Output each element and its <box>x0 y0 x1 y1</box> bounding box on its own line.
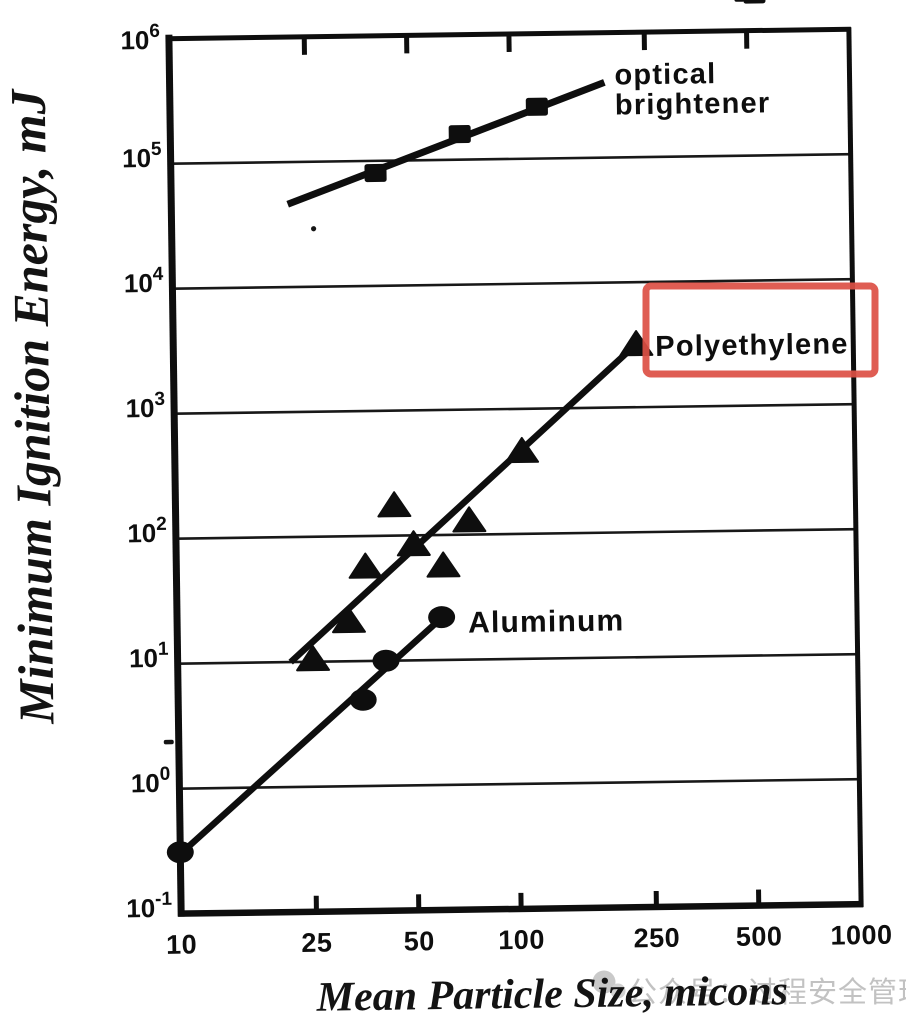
y-tick-label: 10-1 <box>126 889 173 924</box>
y-tick-label: 104 <box>124 264 164 299</box>
watermark: 公众号：过程安全管理 <box>592 970 906 1009</box>
plot-right-border <box>846 27 864 908</box>
axis-ticks <box>301 31 762 911</box>
y-axis-line <box>165 34 185 917</box>
plot-top-border <box>165 26 851 42</box>
cropped-text-remnant <box>734 0 745 2</box>
cropped-text-remnant <box>743 0 766 4</box>
y-tick-label: 105 <box>122 139 162 174</box>
series-label-optical-brightener: brightener <box>615 87 771 121</box>
y-tick-label: 106 <box>120 21 160 56</box>
x-tick-labels: 10 25 50 100 250 500 1000 <box>166 920 893 960</box>
y-axis-title: Minimum Ignition Energy, mJ <box>0 87 65 725</box>
series-polyethylene <box>288 330 654 672</box>
x-tick-label: 500 <box>736 921 783 952</box>
x-axis-title: Mean Particle Size, micons <box>315 968 788 1021</box>
triangle-marker <box>296 645 331 672</box>
watermark-text: 公众号：过程安全管理 <box>628 975 906 1009</box>
scan-artifacts <box>163 0 766 745</box>
triangle-marker <box>452 506 487 533</box>
gridline <box>179 777 860 790</box>
y-tick-labels: 106 105 104 103 102 101 100 10-1 <box>120 21 173 924</box>
trend-line-optical-brightener <box>286 79 606 208</box>
circle-marker <box>372 649 400 672</box>
scan-speck <box>163 739 174 745</box>
triangle-marker <box>377 491 412 518</box>
gridline <box>172 277 853 290</box>
triangle-marker <box>505 436 540 464</box>
triangle-marker <box>426 551 461 578</box>
polyethylene-highlight-box <box>642 282 879 378</box>
gridline <box>177 652 858 665</box>
square-marker <box>448 125 471 144</box>
triangle-marker <box>348 552 383 579</box>
circle-marker <box>349 688 377 711</box>
y-tick-label: 101 <box>129 639 169 674</box>
x-tick-label: 25 <box>301 928 332 958</box>
square-marker <box>525 97 548 116</box>
y-tick-label: 103 <box>125 389 165 424</box>
square-marker <box>364 163 387 183</box>
data-series <box>166 79 654 864</box>
scan-speck <box>311 226 317 232</box>
x-tick-label: 250 <box>633 923 680 954</box>
series-label-aluminum: Aluminum <box>468 604 625 639</box>
x-tick-label: 100 <box>498 925 545 956</box>
x-tick-label: 10 <box>166 929 197 959</box>
series-optical-brightener <box>286 79 606 208</box>
gridline <box>170 152 851 166</box>
x-tick-label: 1000 <box>830 920 892 951</box>
triangle-marker <box>396 530 431 557</box>
series-label-optical-brightener: optical <box>614 58 716 91</box>
x-axis-line <box>178 900 864 917</box>
triangle-marker <box>331 606 366 634</box>
series-aluminum <box>166 606 456 864</box>
circle-marker <box>166 841 194 864</box>
gridlines <box>170 152 860 790</box>
series-label-polyethylene: Polyethylene <box>655 328 849 363</box>
y-tick-label: 100 <box>131 764 171 799</box>
x-tick-label: 50 <box>403 926 434 956</box>
watermark-logo-icon <box>592 970 616 994</box>
plot-frame <box>165 26 864 917</box>
circle-marker <box>428 606 456 629</box>
watermark-logo-icon <box>610 983 626 999</box>
gridline <box>175 527 856 540</box>
gridline <box>174 402 855 415</box>
trend-line-aluminum <box>178 611 449 857</box>
y-tick-label: 102 <box>127 514 167 549</box>
